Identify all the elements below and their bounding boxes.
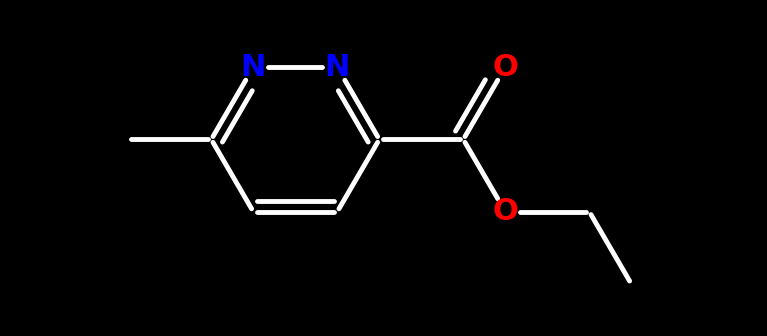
Text: O: O — [492, 197, 518, 226]
Text: O: O — [492, 53, 518, 82]
Text: N: N — [324, 53, 350, 82]
Text: N: N — [241, 53, 266, 82]
